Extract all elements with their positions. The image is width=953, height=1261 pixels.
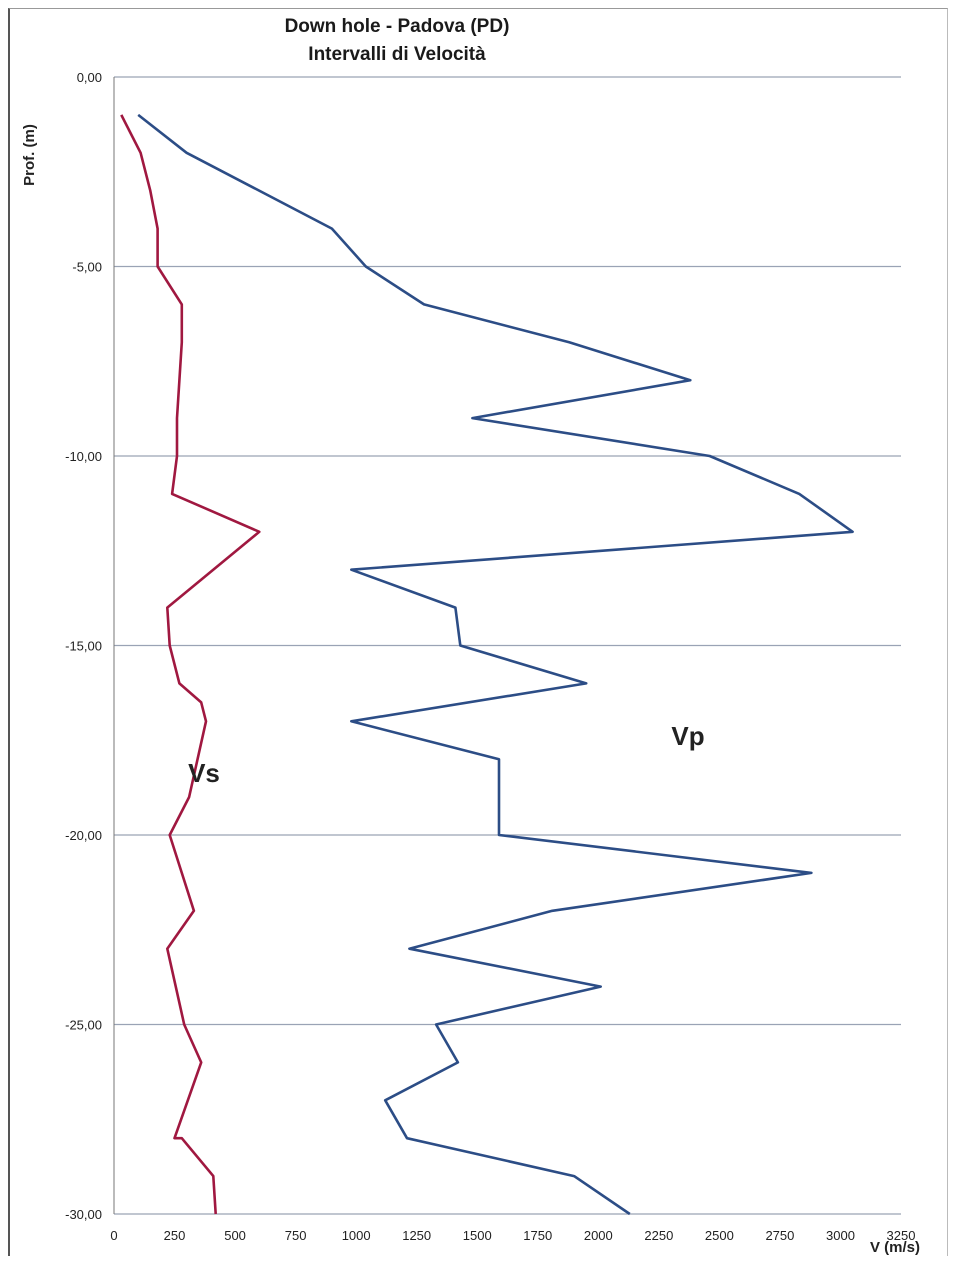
x-tick-label: 3250 [887, 1228, 916, 1243]
x-tick-label: 1000 [342, 1228, 371, 1243]
series-line-vs [120, 114, 261, 1215]
series-line-vp [137, 113, 854, 1216]
y-tick-label: -10,00 [65, 449, 102, 464]
series-label-vs: Vs [188, 758, 220, 788]
x-tick-label: 2000 [584, 1228, 613, 1243]
y-tick-label: -20,00 [65, 828, 102, 843]
y-tick-label: -5,00 [72, 260, 102, 275]
y-tick-label: -30,00 [65, 1207, 102, 1222]
x-tick-label: 1750 [523, 1228, 552, 1243]
x-tick-label: 250 [164, 1228, 186, 1243]
y-tick-label: -15,00 [65, 639, 102, 654]
series-label-vp: Vp [671, 721, 704, 751]
series-lines [120, 113, 854, 1216]
x-tick-label: 500 [224, 1228, 246, 1243]
y-tick-label: -25,00 [65, 1018, 102, 1033]
x-tick-label: 2750 [765, 1228, 794, 1243]
x-axis-label: V (m/s) [870, 1239, 920, 1256]
x-tick-label: 0 [110, 1228, 117, 1243]
gridlines [113, 76, 901, 1215]
x-tick-label: 3000 [826, 1228, 855, 1243]
x-tick-label: 1500 [463, 1228, 492, 1243]
x-tick-label: 1250 [402, 1228, 431, 1243]
x-tick-labels: 0 250 500 750 1000 1250 1500 1750 2000 2250 2500 27… [110, 1228, 915, 1243]
x-tick-label: 2500 [705, 1228, 734, 1243]
y-tick-label: 0,00 [77, 70, 102, 85]
chart-title: Down hole - Padova (PD) [285, 16, 510, 37]
chart-subtitle: Intervalli di Velocità [308, 44, 486, 65]
y-axis-label: Prof. (m) [21, 124, 38, 186]
y-tick-labels: 0,00 -5,00 -10,00 -15,00 -20,00 -25,00 -30,00 [65, 70, 102, 1222]
x-tick-label: 750 [285, 1228, 307, 1243]
x-tick-label: 2250 [644, 1228, 673, 1243]
chart-frame [8, 8, 948, 1256]
